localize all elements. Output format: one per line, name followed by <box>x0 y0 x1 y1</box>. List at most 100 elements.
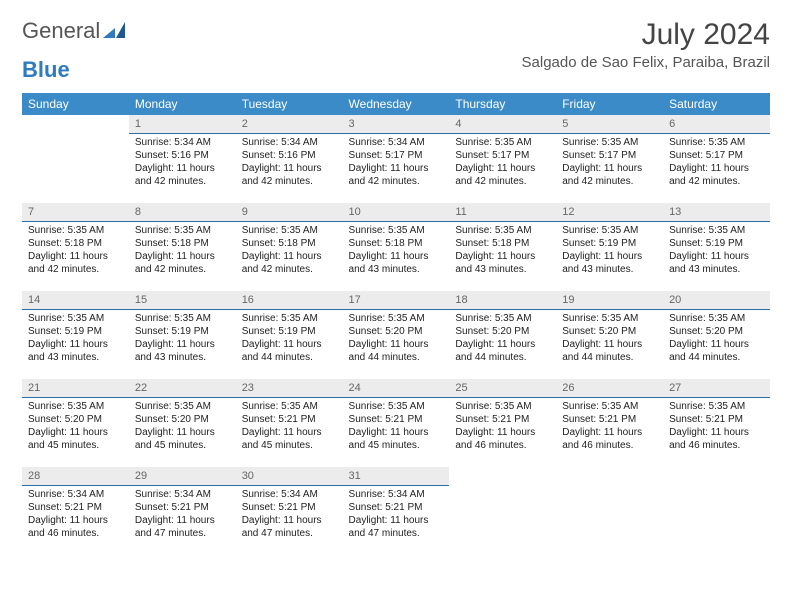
day-body: Sunrise: 5:35 AMSunset: 5:21 PMDaylight:… <box>556 398 663 456</box>
day-body: Sunrise: 5:35 AMSunset: 5:20 PMDaylight:… <box>22 398 129 456</box>
day-cell: 7Sunrise: 5:35 AMSunset: 5:18 PMDaylight… <box>22 203 129 291</box>
daylight-line: Daylight: 11 hours and 42 minutes. <box>669 162 764 188</box>
day-body: Sunrise: 5:34 AMSunset: 5:21 PMDaylight:… <box>129 486 236 544</box>
day-number: 11 <box>449 203 556 222</box>
day-body: Sunrise: 5:35 AMSunset: 5:20 PMDaylight:… <box>556 310 663 368</box>
day-cell: 2Sunrise: 5:34 AMSunset: 5:16 PMDaylight… <box>236 115 343 203</box>
sunset-line: Sunset: 5:20 PM <box>455 325 550 338</box>
sunset-line: Sunset: 5:19 PM <box>28 325 123 338</box>
sunrise-line: Sunrise: 5:35 AM <box>455 400 550 413</box>
weekday-header: Saturday <box>663 93 770 115</box>
day-cell: 23Sunrise: 5:35 AMSunset: 5:21 PMDayligh… <box>236 379 343 467</box>
sunset-line: Sunset: 5:16 PM <box>242 149 337 162</box>
daylight-line: Daylight: 11 hours and 42 minutes. <box>455 162 550 188</box>
daylight-line: Daylight: 11 hours and 42 minutes. <box>562 162 657 188</box>
day-cell: 18Sunrise: 5:35 AMSunset: 5:20 PMDayligh… <box>449 291 556 379</box>
daylight-line: Daylight: 11 hours and 44 minutes. <box>242 338 337 364</box>
sunrise-line: Sunrise: 5:35 AM <box>455 224 550 237</box>
daylight-line: Daylight: 11 hours and 47 minutes. <box>242 514 337 540</box>
daylight-line: Daylight: 11 hours and 43 minutes. <box>562 250 657 276</box>
day-cell: 19Sunrise: 5:35 AMSunset: 5:20 PMDayligh… <box>556 291 663 379</box>
empty-cell <box>449 467 556 555</box>
day-cell: 9Sunrise: 5:35 AMSunset: 5:18 PMDaylight… <box>236 203 343 291</box>
day-body: Sunrise: 5:35 AMSunset: 5:18 PMDaylight:… <box>22 222 129 280</box>
day-body: Sunrise: 5:35 AMSunset: 5:18 PMDaylight:… <box>129 222 236 280</box>
sunset-line: Sunset: 5:18 PM <box>242 237 337 250</box>
day-body: Sunrise: 5:35 AMSunset: 5:21 PMDaylight:… <box>449 398 556 456</box>
sunrise-line: Sunrise: 5:35 AM <box>242 224 337 237</box>
sunrise-line: Sunrise: 5:34 AM <box>242 488 337 501</box>
day-body: Sunrise: 5:35 AMSunset: 5:21 PMDaylight:… <box>236 398 343 456</box>
weekday-header: Thursday <box>449 93 556 115</box>
day-body: Sunrise: 5:35 AMSunset: 5:19 PMDaylight:… <box>556 222 663 280</box>
day-cell: 17Sunrise: 5:35 AMSunset: 5:20 PMDayligh… <box>343 291 450 379</box>
day-body: Sunrise: 5:35 AMSunset: 5:17 PMDaylight:… <box>556 134 663 192</box>
day-body: Sunrise: 5:35 AMSunset: 5:18 PMDaylight:… <box>343 222 450 280</box>
day-number: 23 <box>236 379 343 398</box>
day-cell: 1Sunrise: 5:34 AMSunset: 5:16 PMDaylight… <box>129 115 236 203</box>
day-cell: 8Sunrise: 5:35 AMSunset: 5:18 PMDaylight… <box>129 203 236 291</box>
day-body: Sunrise: 5:35 AMSunset: 5:20 PMDaylight:… <box>663 310 770 368</box>
sunset-line: Sunset: 5:17 PM <box>455 149 550 162</box>
day-number: 4 <box>449 115 556 134</box>
day-number: 29 <box>129 467 236 486</box>
sunset-line: Sunset: 5:20 PM <box>669 325 764 338</box>
daylight-line: Daylight: 11 hours and 43 minutes. <box>28 338 123 364</box>
sunrise-line: Sunrise: 5:35 AM <box>562 312 657 325</box>
sunrise-line: Sunrise: 5:35 AM <box>562 136 657 149</box>
sunrise-line: Sunrise: 5:34 AM <box>28 488 123 501</box>
sunset-line: Sunset: 5:21 PM <box>669 413 764 426</box>
daylight-line: Daylight: 11 hours and 45 minutes. <box>135 426 230 452</box>
sunrise-line: Sunrise: 5:35 AM <box>455 312 550 325</box>
sunset-line: Sunset: 5:19 PM <box>669 237 764 250</box>
day-cell: 25Sunrise: 5:35 AMSunset: 5:21 PMDayligh… <box>449 379 556 467</box>
sunrise-line: Sunrise: 5:35 AM <box>349 312 444 325</box>
day-cell: 13Sunrise: 5:35 AMSunset: 5:19 PMDayligh… <box>663 203 770 291</box>
day-cell: 4Sunrise: 5:35 AMSunset: 5:17 PMDaylight… <box>449 115 556 203</box>
day-cell: 28Sunrise: 5:34 AMSunset: 5:21 PMDayligh… <box>22 467 129 555</box>
day-cell: 14Sunrise: 5:35 AMSunset: 5:19 PMDayligh… <box>22 291 129 379</box>
sunset-line: Sunset: 5:21 PM <box>135 501 230 514</box>
daylight-line: Daylight: 11 hours and 42 minutes. <box>242 162 337 188</box>
day-number: 10 <box>343 203 450 222</box>
daylight-line: Daylight: 11 hours and 47 minutes. <box>349 514 444 540</box>
day-cell: 10Sunrise: 5:35 AMSunset: 5:18 PMDayligh… <box>343 203 450 291</box>
day-cell: 5Sunrise: 5:35 AMSunset: 5:17 PMDaylight… <box>556 115 663 203</box>
day-number: 5 <box>556 115 663 134</box>
sunrise-line: Sunrise: 5:35 AM <box>562 224 657 237</box>
day-body: Sunrise: 5:34 AMSunset: 5:17 PMDaylight:… <box>343 134 450 192</box>
day-number: 9 <box>236 203 343 222</box>
sunset-line: Sunset: 5:21 PM <box>242 501 337 514</box>
sunset-line: Sunset: 5:20 PM <box>349 325 444 338</box>
sunrise-line: Sunrise: 5:35 AM <box>242 400 337 413</box>
daylight-line: Daylight: 11 hours and 42 minutes. <box>135 250 230 276</box>
day-number: 20 <box>663 291 770 310</box>
sunset-line: Sunset: 5:18 PM <box>135 237 230 250</box>
sunset-line: Sunset: 5:20 PM <box>562 325 657 338</box>
daylight-line: Daylight: 11 hours and 44 minutes. <box>349 338 444 364</box>
sunrise-line: Sunrise: 5:35 AM <box>669 312 764 325</box>
day-cell: 27Sunrise: 5:35 AMSunset: 5:21 PMDayligh… <box>663 379 770 467</box>
sunrise-line: Sunrise: 5:35 AM <box>135 400 230 413</box>
sunset-line: Sunset: 5:18 PM <box>28 237 123 250</box>
sunrise-line: Sunrise: 5:35 AM <box>135 312 230 325</box>
sunset-line: Sunset: 5:16 PM <box>135 149 230 162</box>
daylight-line: Daylight: 11 hours and 42 minutes. <box>349 162 444 188</box>
daylight-line: Daylight: 11 hours and 42 minutes. <box>242 250 337 276</box>
calendar-table: SundayMondayTuesdayWednesdayThursdayFrid… <box>22 93 770 555</box>
day-body: Sunrise: 5:34 AMSunset: 5:16 PMDaylight:… <box>236 134 343 192</box>
daylight-line: Daylight: 11 hours and 45 minutes. <box>28 426 123 452</box>
day-number: 6 <box>663 115 770 134</box>
day-number: 2 <box>236 115 343 134</box>
day-number: 3 <box>343 115 450 134</box>
sunset-line: Sunset: 5:21 PM <box>349 413 444 426</box>
sunrise-line: Sunrise: 5:35 AM <box>349 400 444 413</box>
day-body: Sunrise: 5:35 AMSunset: 5:20 PMDaylight:… <box>343 310 450 368</box>
sunrise-line: Sunrise: 5:35 AM <box>669 136 764 149</box>
day-body: Sunrise: 5:35 AMSunset: 5:20 PMDaylight:… <box>449 310 556 368</box>
sunset-line: Sunset: 5:20 PM <box>135 413 230 426</box>
day-body: Sunrise: 5:35 AMSunset: 5:19 PMDaylight:… <box>129 310 236 368</box>
logo-icon <box>103 18 125 44</box>
day-body: Sunrise: 5:35 AMSunset: 5:18 PMDaylight:… <box>236 222 343 280</box>
sunrise-line: Sunrise: 5:35 AM <box>28 400 123 413</box>
